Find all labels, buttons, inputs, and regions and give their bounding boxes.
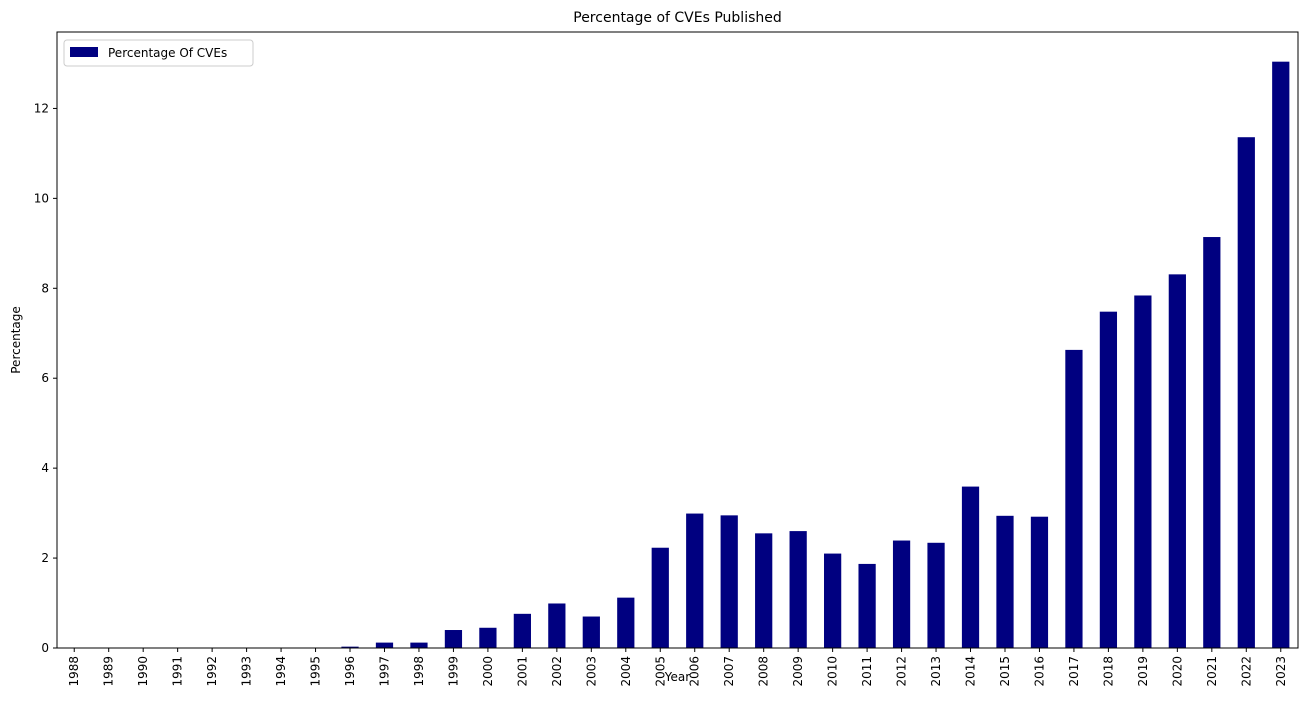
x-tick-label: 2003 xyxy=(584,656,598,687)
x-tick-label: 1992 xyxy=(205,656,219,687)
x-tick-label: 1998 xyxy=(412,656,426,687)
x-tick-label: 2020 xyxy=(1170,656,1184,687)
bar-2013 xyxy=(927,542,945,648)
x-tick-label: 1990 xyxy=(136,656,150,687)
bar-2000 xyxy=(479,627,497,648)
bar-2002 xyxy=(548,603,566,648)
bar-2020 xyxy=(1168,274,1186,648)
x-tick-label: 2013 xyxy=(929,656,943,687)
x-tick-label: 2018 xyxy=(1101,656,1115,687)
y-tick-label: 8 xyxy=(41,281,49,295)
bar-2006 xyxy=(686,513,704,648)
bar-2007 xyxy=(720,515,738,648)
x-tick-label: 2017 xyxy=(1067,656,1081,687)
x-tick-label: 1991 xyxy=(171,656,185,687)
bar-2022 xyxy=(1237,137,1255,648)
x-tick-label: 1995 xyxy=(309,656,323,687)
bar-1999 xyxy=(444,630,463,648)
x-tick-label: 2010 xyxy=(826,656,840,687)
x-tick-label: 2008 xyxy=(757,656,771,687)
x-tick-label: 2023 xyxy=(1274,656,1288,687)
legend-label: Percentage Of CVEs xyxy=(108,46,227,60)
bar-2003 xyxy=(582,616,600,648)
x-tick-label: 1999 xyxy=(446,656,460,687)
x-tick-label: 2002 xyxy=(550,656,564,687)
y-tick-label: 4 xyxy=(41,461,49,475)
bars-group xyxy=(65,61,1290,649)
plot-frame xyxy=(56,31,1299,649)
bar-2014 xyxy=(961,486,980,648)
x-tick-label: 2009 xyxy=(791,656,805,687)
x-tick-label: 2014 xyxy=(964,656,978,687)
x-tick-label: 1988 xyxy=(67,656,81,687)
x-tick-label: 2022 xyxy=(1239,656,1253,687)
bar-1998 xyxy=(410,642,428,648)
chart-title: Percentage of CVEs Published xyxy=(573,10,782,26)
y-tick-label: 10 xyxy=(34,191,49,205)
y-tick-label: 2 xyxy=(41,551,49,565)
legend-box xyxy=(63,39,254,67)
x-axis: 1988 1989 1990 1991 1992 1993 1994 1995 1996 1997… xyxy=(67,648,1288,687)
x-tick-label: 1997 xyxy=(377,656,391,687)
bar-1996 xyxy=(341,646,359,648)
bar-1997 xyxy=(375,642,394,648)
x-tick-label: 2007 xyxy=(722,656,736,687)
x-tick-label: 2016 xyxy=(1032,656,1046,687)
x-tick-label: 2006 xyxy=(688,656,702,687)
bar-2019 xyxy=(1134,295,1152,648)
bar-2016 xyxy=(1030,516,1049,648)
x-tick-label: 1989 xyxy=(102,656,116,687)
bar-2004 xyxy=(617,597,635,648)
legend: Percentage Of CVEs xyxy=(63,39,254,67)
x-tick-label: 2019 xyxy=(1136,656,1150,687)
x-axis-label: Year xyxy=(664,670,690,684)
x-tick-label: 2021 xyxy=(1205,656,1219,687)
bar-2018 xyxy=(1099,311,1118,648)
x-tick-label: 2004 xyxy=(619,656,633,687)
legend-swatch xyxy=(70,47,98,57)
y-tick-label: 6 xyxy=(41,371,49,385)
bar-2015 xyxy=(996,515,1014,648)
x-tick-label: 1996 xyxy=(343,656,357,687)
y-tick-label: 0 xyxy=(41,641,49,655)
x-tick-label: 2000 xyxy=(481,656,495,687)
bar-2008 xyxy=(755,533,773,648)
x-tick-label: 1993 xyxy=(240,656,254,687)
x-tick-label: 2005 xyxy=(653,656,667,687)
bar-2010 xyxy=(824,553,842,648)
bar-2021 xyxy=(1203,237,1221,648)
bar-2005 xyxy=(651,547,669,648)
x-tick-label: 1994 xyxy=(274,656,288,687)
x-tick-label: 2015 xyxy=(998,656,1012,687)
x-tick-label: 2012 xyxy=(895,656,909,687)
x-tick-label: 2011 xyxy=(860,656,874,687)
bar-2009 xyxy=(789,531,807,648)
bar-2017 xyxy=(1065,349,1083,648)
y-axis-label: Percentage xyxy=(9,306,23,374)
bar-2012 xyxy=(892,540,911,648)
bar-2001 xyxy=(513,613,531,648)
y-tick-label: 12 xyxy=(34,101,49,115)
bar-2023 xyxy=(1272,61,1290,649)
bar-2011 xyxy=(858,563,876,648)
y-axis: 0 2 4 6 8 10 12 xyxy=(34,101,57,655)
x-tick-label: 2001 xyxy=(515,656,529,687)
